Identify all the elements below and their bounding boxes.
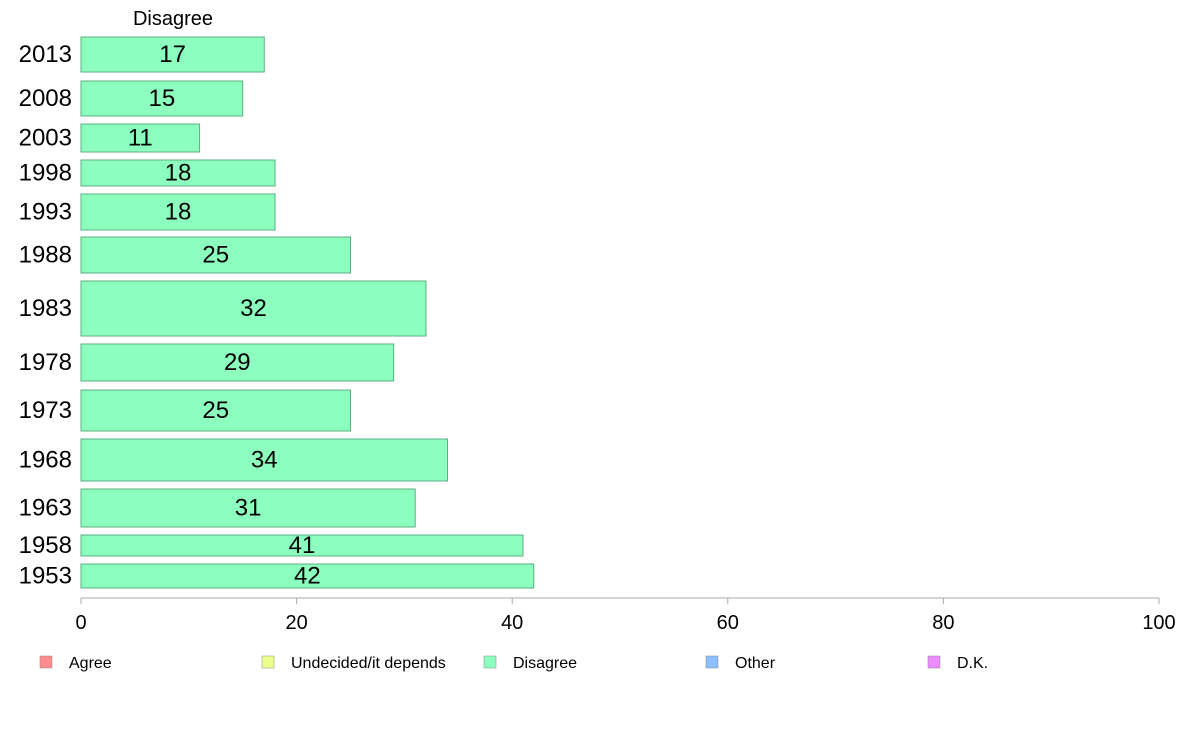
category-label-1978: 1978	[19, 349, 72, 376]
legend-label-0: Agree	[69, 655, 112, 672]
category-label-1983: 1983	[19, 295, 72, 322]
category-label-1993: 1993	[19, 199, 72, 226]
x-tick-label-80: 80	[932, 612, 954, 634]
bar-1958	[80, 534, 524, 557]
value-label-1988: 25	[202, 242, 229, 269]
bar-1968	[80, 438, 449, 482]
value-label-1968: 34	[251, 447, 278, 474]
category-label-1998: 1998	[19, 160, 72, 187]
value-label-1973: 25	[202, 397, 229, 424]
x-tick-label-60: 60	[717, 612, 739, 634]
legend-swatch-0	[39, 655, 53, 669]
bar-1973	[80, 389, 351, 432]
value-label-1958: 41	[289, 532, 316, 559]
bar-1988	[80, 236, 351, 274]
category-label-1973: 1973	[19, 397, 72, 424]
x-tick-label-100: 100	[1142, 612, 1175, 634]
value-label-2003: 11	[128, 125, 153, 152]
value-label-1953: 42	[294, 563, 321, 590]
bar-1963	[80, 488, 416, 528]
legend-label-3: Other	[735, 655, 776, 672]
x-tick-label-20: 20	[285, 612, 307, 634]
category-label-1988: 1988	[19, 242, 72, 269]
panel-title: Disagree	[133, 8, 213, 30]
legend-swatch-2	[483, 655, 497, 669]
bar-2013	[80, 36, 265, 73]
x-tick-label-0: 0	[75, 612, 86, 634]
bar-1993	[80, 193, 276, 231]
bar-1978	[80, 343, 395, 382]
bar-2003	[80, 123, 201, 153]
category-label-1963: 1963	[19, 495, 72, 522]
category-label-2008: 2008	[19, 85, 72, 112]
category-label-2003: 2003	[19, 125, 72, 152]
legend-label-1: Undecided/it depends	[291, 655, 446, 672]
value-label-1963: 31	[235, 495, 262, 522]
value-label-1998: 18	[165, 160, 192, 187]
value-label-1983: 32	[240, 295, 267, 322]
category-label-1968: 1968	[19, 447, 72, 474]
x-tick-label-40: 40	[501, 612, 523, 634]
category-label-1953: 1953	[19, 563, 72, 590]
x-axis: 0 20 40 60 80 100	[75, 597, 1176, 634]
legend-label-4: D.K.	[957, 655, 988, 672]
bar-1953	[80, 563, 535, 589]
value-label-1978: 29	[224, 349, 251, 376]
bars-layer: 2013 17 2008 15 2003 11 1998 18 1993 18 1988 25 1983…	[19, 36, 535, 590]
value-label-1993: 18	[165, 199, 192, 226]
legend: Agree Undecided/it depends Disagree Other D.…	[39, 655, 988, 672]
legend-swatch-3	[705, 655, 719, 669]
category-label-1958: 1958	[19, 532, 72, 559]
category-label-2013: 2013	[19, 41, 72, 68]
bar-1998	[80, 159, 276, 187]
bar-1983	[80, 280, 427, 337]
legend-swatch-1	[261, 655, 275, 669]
bar-2008	[80, 80, 244, 117]
value-label-2008: 15	[148, 85, 175, 112]
legend-swatch-4	[927, 655, 941, 669]
value-label-2013: 17	[159, 41, 186, 68]
legend-label-2: Disagree	[513, 655, 577, 672]
